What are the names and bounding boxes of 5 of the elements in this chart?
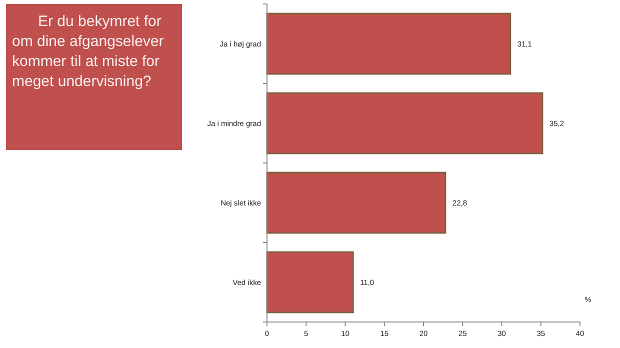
text: Er du bekymret for om dine afgangselever kommer til at miste for meget undervisning? [12, 13, 164, 90]
bar [266, 172, 446, 234]
bar [266, 92, 544, 154]
bar [266, 12, 512, 75]
bar [266, 251, 354, 314]
